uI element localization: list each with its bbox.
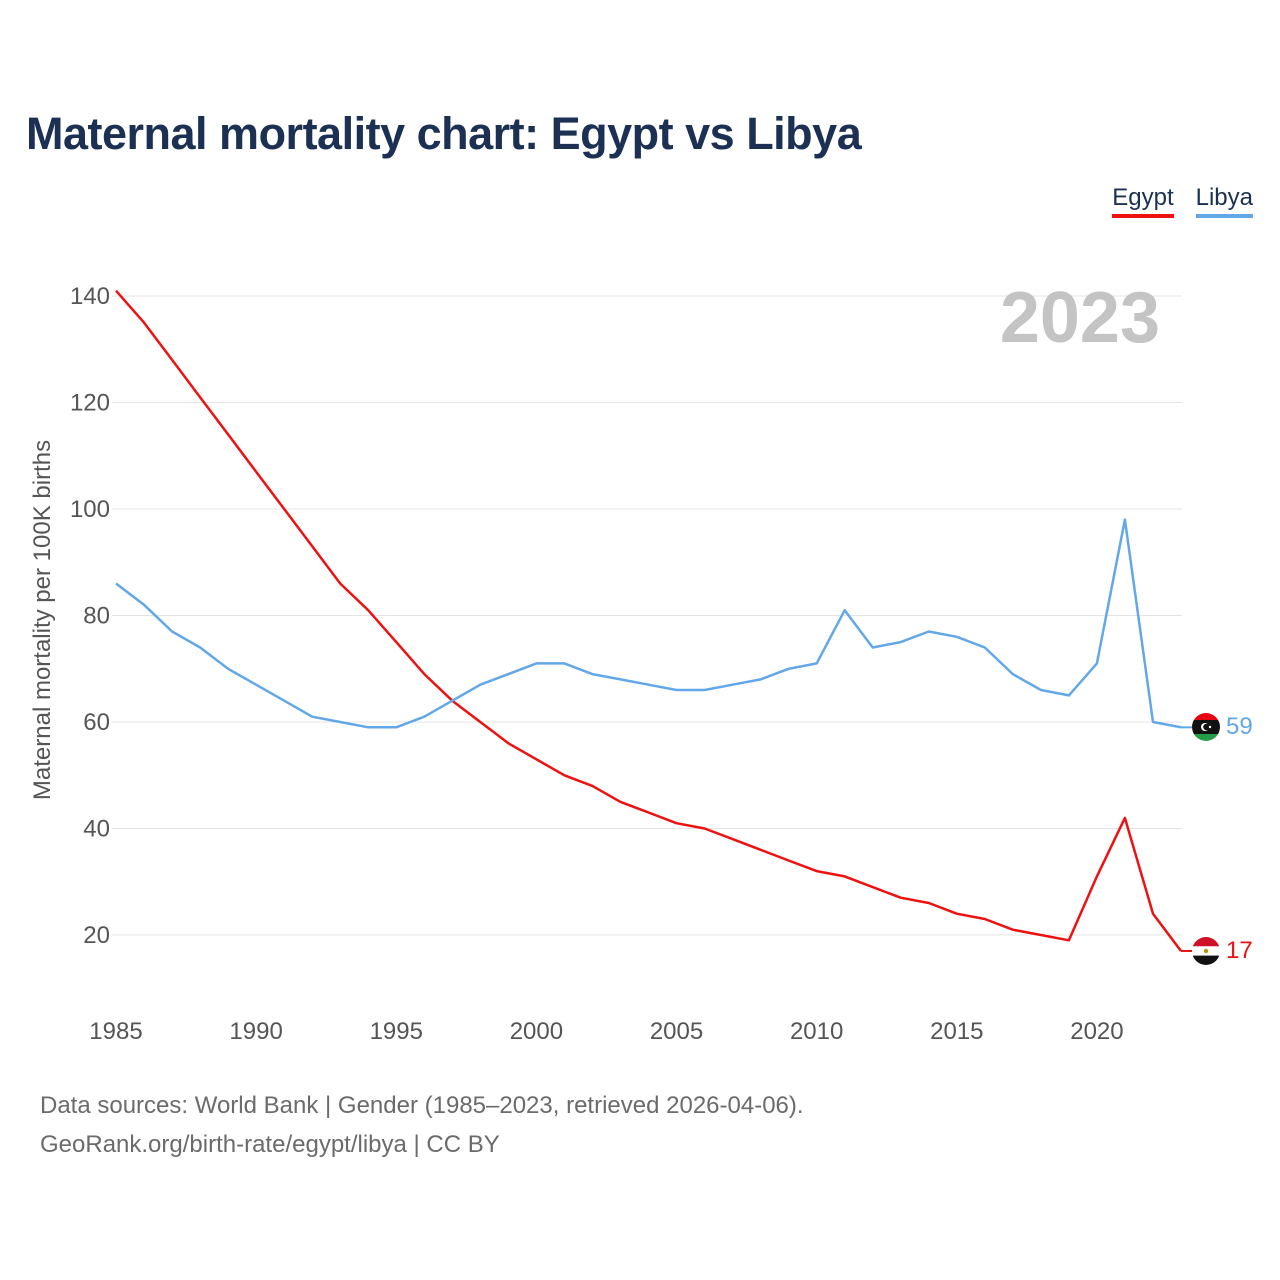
x-tick-label: 2010 bbox=[790, 1018, 843, 1045]
x-tick-label: 2015 bbox=[930, 1018, 983, 1045]
x-tick-label: 2020 bbox=[1070, 1018, 1123, 1045]
y-tick-label: 140 bbox=[70, 283, 110, 310]
legend: Egypt Libya bbox=[1112, 184, 1253, 218]
year-badge: 2023 bbox=[1000, 278, 1160, 358]
y-tick-label: 120 bbox=[70, 390, 110, 417]
grid-lines bbox=[112, 295, 1182, 936]
y-axis-label: Maternal mortality per 100K births bbox=[29, 440, 56, 800]
egypt-end-value-label: 17 bbox=[1226, 937, 1253, 964]
legend-item-egypt[interactable]: Egypt bbox=[1112, 184, 1174, 218]
x-tick-label: 1990 bbox=[229, 1018, 282, 1045]
x-tick-label: 1985 bbox=[89, 1018, 142, 1045]
y-tick-label: 20 bbox=[83, 922, 110, 949]
x-tick-label: 2000 bbox=[510, 1018, 563, 1045]
libya-end-value-label: 59 bbox=[1226, 713, 1253, 740]
legend-item-libya[interactable]: Libya bbox=[1195, 184, 1253, 218]
series-line-libya bbox=[115, 518, 1182, 729]
egypt-flag-icon bbox=[1192, 937, 1220, 965]
y-tick-label: 60 bbox=[83, 709, 110, 736]
sources-line-2[interactable]: GeoRank.org/birth-rate/egypt/libya | CC … bbox=[40, 1131, 500, 1158]
x-tick-label: 2005 bbox=[650, 1018, 703, 1045]
series-line-egypt bbox=[115, 289, 1182, 952]
y-tick-label: 40 bbox=[83, 816, 110, 843]
x-axis-ticks: 1985 1990 1995 2000 2005 2010 2015 2020 bbox=[89, 1018, 1123, 1045]
libya-flag-icon bbox=[1192, 713, 1220, 741]
chart-title: Maternal mortality chart: Egypt vs Libya bbox=[26, 108, 862, 159]
x-tick-label: 1995 bbox=[370, 1018, 423, 1045]
y-tick-label: 80 bbox=[83, 603, 110, 630]
y-axis-ticks: 20 40 60 80 100 120 140 bbox=[70, 283, 110, 949]
line-chart: 2023 20 40 60 80 100 120 140 1985 1990 1995 2000 2… bbox=[29, 278, 1253, 1045]
y-tick-label: 100 bbox=[70, 496, 110, 523]
series-lines bbox=[115, 289, 1192, 952]
data-sources: Data sources: World Bank | Gender (1985–… bbox=[40, 1086, 804, 1164]
sources-line-1: Data sources: World Bank | Gender (1985–… bbox=[40, 1092, 804, 1119]
